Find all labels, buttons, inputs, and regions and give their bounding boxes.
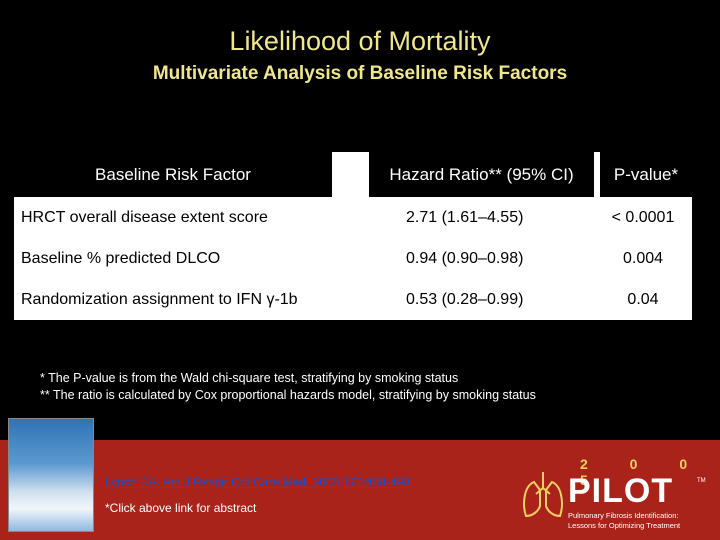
header-hazard-ratio: Hazard Ratio** (95% CI) bbox=[369, 152, 594, 197]
footnotes: * The P-value is from the Wald chi-squar… bbox=[40, 370, 536, 404]
citation-link[interactable]: Lynch DA. Am J Respir Crit Care Med. 200… bbox=[105, 475, 414, 489]
logo-tagline: Pulmonary Fibrosis Identification: Lesso… bbox=[568, 511, 680, 531]
logo-tm: TM bbox=[697, 478, 706, 484]
logo-tagline-2: Lessons for Optimizing Treatment bbox=[568, 521, 681, 530]
risk-factor-cell: Baseline % predicted DLCO bbox=[21, 249, 221, 267]
click-note: *Click above link for abstract bbox=[105, 501, 257, 515]
header-risk-factor: Baseline Risk Factor bbox=[14, 152, 332, 197]
p-value-cell: < 0.0001 bbox=[611, 208, 675, 226]
risk-factor-table: Baseline Risk Factor Hazard Ratio** (95%… bbox=[14, 152, 692, 320]
footer-band bbox=[0, 440, 720, 540]
logo-tagline-1: Pulmonary Fibrosis Identification: bbox=[568, 511, 679, 520]
p-value-cell: 0.04 bbox=[627, 290, 659, 308]
logo-year: 2 0 0 5 bbox=[580, 456, 707, 488]
clouds-photo bbox=[8, 418, 94, 532]
pilot-logo: 2 0 0 5 PILOT TM Pulmonary Fibrosis Iden… bbox=[520, 456, 715, 536]
table-row: Randomization assignment to IFN γ-1b 0.5… bbox=[14, 279, 692, 320]
hazard-ratio-cell: 0.53 (0.28–0.99) bbox=[406, 290, 524, 308]
lungs-icon bbox=[523, 472, 563, 518]
footnote-ratio: ** The ratio is calculated by Cox propor… bbox=[40, 388, 536, 402]
logo-name: PILOT bbox=[568, 472, 674, 510]
risk-factor-cell: Randomization assignment to IFN γ-1b bbox=[21, 290, 298, 308]
slide-subtitle: Multivariate Analysis of Baseline Risk F… bbox=[152, 63, 568, 84]
table-row: HRCT overall disease extent score 2.71 (… bbox=[14, 197, 692, 238]
header-p-value: P-value* bbox=[600, 152, 692, 197]
footnote-p-value: * The P-value is from the Wald chi-squar… bbox=[40, 371, 459, 385]
hazard-ratio-cell: 0.94 (0.90–0.98) bbox=[406, 249, 524, 267]
risk-factor-cell: HRCT overall disease extent score bbox=[21, 208, 268, 226]
hazard-ratio-cell: 2.71 (1.61–4.55) bbox=[406, 208, 524, 226]
p-value-cell: 0.004 bbox=[622, 249, 664, 267]
slide-title: Likelihood of Mortality bbox=[229, 26, 491, 56]
table-row: Baseline % predicted DLCO 0.94 (0.90–0.9… bbox=[14, 238, 692, 279]
